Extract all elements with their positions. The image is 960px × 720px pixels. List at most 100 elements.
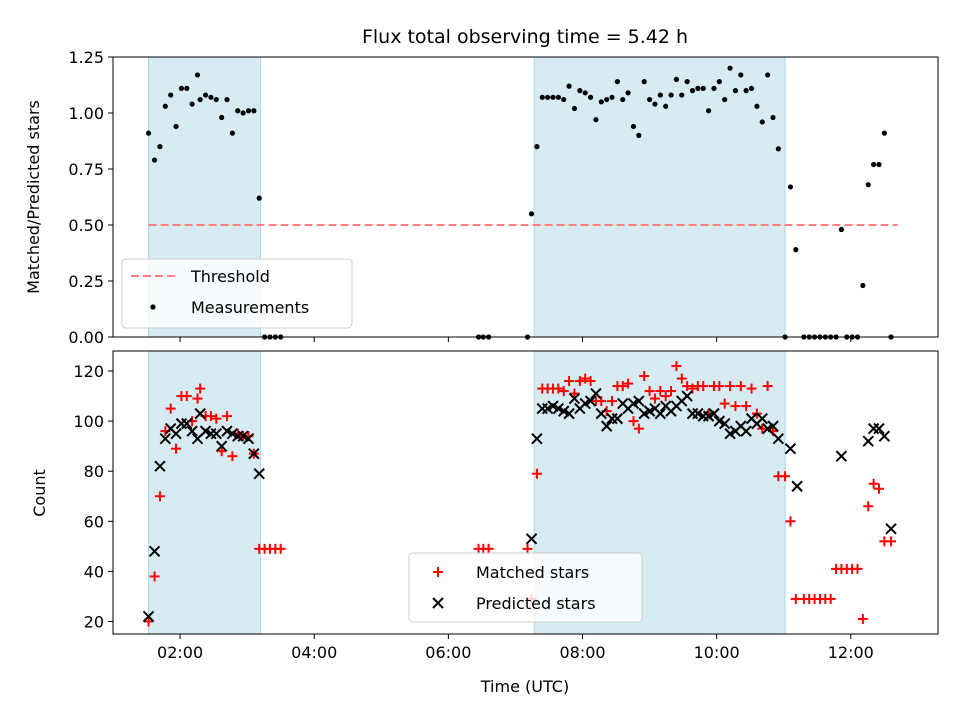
predicted-star-point — [159, 432, 172, 445]
measurement-point — [860, 282, 866, 289]
matched-star-point — [171, 443, 182, 454]
predicted-star-point — [210, 427, 222, 440]
bottom-x-axis-ticks: 02:00 04:00 06:00 08:00 10:00 12:00 — [157, 634, 874, 662]
legend-measurements-swatch — [150, 304, 156, 310]
measurement-point — [256, 195, 262, 201]
predicted-star-point — [170, 427, 182, 440]
legend-threshold-label: Threshold — [190, 267, 270, 286]
predicted-star-point — [194, 407, 206, 420]
measurement-point — [245, 108, 252, 114]
matched-star-point — [165, 403, 176, 414]
measurement-point — [614, 79, 620, 85]
predicted-star-point — [242, 432, 255, 445]
matched-star-point — [682, 381, 693, 392]
measurement-point — [534, 144, 540, 150]
matched-star-point — [617, 381, 628, 392]
predicted-star-point — [568, 392, 581, 405]
measurement-point — [727, 65, 733, 71]
matched-star-point — [676, 373, 687, 384]
bottom-panel: 20 40 60 80 100 120 02:00 04:00 06:00 08:00 10:00… — [30, 350, 939, 696]
matched-star-point — [741, 401, 752, 412]
measurement-point — [711, 85, 717, 91]
bottom-y-axis-ticks: 20 40 60 80 100 120 — [73, 362, 113, 631]
legend-matched-swatch — [433, 567, 443, 577]
measurement-point — [539, 94, 545, 100]
measurement-point — [197, 96, 203, 103]
measurement-point — [219, 114, 225, 121]
bottom-plot-frame — [112, 350, 939, 635]
measurement-point — [208, 94, 214, 100]
predicted-star-point — [756, 412, 768, 425]
predicted-star-point — [531, 432, 543, 445]
measurement-point — [636, 132, 642, 138]
matched-star-point — [671, 361, 682, 372]
predicted-star-point — [253, 468, 265, 480]
matched-star-point — [585, 376, 596, 387]
measurement-point — [593, 117, 599, 123]
matched-star-point — [181, 391, 192, 402]
measurement-point — [716, 79, 722, 85]
measurement-point — [738, 72, 744, 78]
predicted-star-point — [835, 450, 848, 462]
measurement-point — [229, 130, 235, 136]
measurement-point — [240, 110, 246, 116]
measurement-point — [151, 157, 158, 163]
matched-star-point — [757, 423, 768, 434]
bottom-legend-box — [408, 552, 643, 623]
top-y-axis-ticks: 0.00 0.25 0.50 0.75 1.00 1.25 — [68, 48, 113, 347]
measurement-point — [566, 83, 572, 89]
bottom-x-tick-label: 08:00 — [559, 643, 605, 662]
measurement-point — [641, 79, 647, 85]
measurement-point — [213, 96, 219, 103]
top-panel: 0.00 0.25 0.50 0.75 1.00 1.25 Matched/Predict… — [24, 48, 939, 347]
bottom-x-tick-label: 04:00 — [291, 643, 337, 662]
measurement-point — [189, 101, 195, 107]
matched-star-point — [149, 571, 160, 582]
matched-star-point — [143, 616, 154, 627]
bottom-x-tick-label: 06:00 — [425, 643, 471, 662]
predicted-star-point — [525, 533, 538, 545]
measurement-point — [157, 144, 163, 150]
matched-star-point — [735, 381, 746, 392]
measurement-point — [224, 96, 230, 103]
measurement-point — [765, 72, 771, 78]
measurement-point — [732, 88, 739, 94]
measurement-point — [748, 85, 755, 91]
matched-star-point — [785, 516, 796, 527]
matched-star-point — [873, 483, 884, 494]
matched-star-point — [222, 411, 233, 422]
top-y-tick-label: 0.00 — [68, 328, 104, 347]
measurement-point — [545, 94, 551, 100]
matched-star-point — [886, 536, 897, 547]
predicted-star-point — [784, 442, 797, 455]
measurement-point — [652, 101, 658, 107]
measurement-point — [598, 99, 604, 105]
chart-title: Flux total observing time = 5.42 h — [362, 26, 688, 48]
predicted-star-point — [878, 430, 891, 442]
matched-star-point — [216, 446, 227, 457]
measurement-point — [881, 130, 887, 136]
top-y-tick-label: 0.25 — [68, 272, 104, 291]
matched-star-point — [195, 383, 206, 394]
measurement-point — [604, 96, 610, 103]
predicted-star-point — [248, 447, 260, 460]
measurement-point — [178, 85, 185, 91]
predicted-star-point — [595, 407, 607, 420]
matched-star-point — [628, 416, 639, 427]
matched-star-point — [868, 478, 879, 489]
predicted-star-point — [142, 610, 155, 623]
measurement-point — [754, 103, 760, 109]
measurement-point — [668, 92, 674, 98]
top-y-tick-label: 1.00 — [68, 104, 104, 123]
measurement-point — [743, 88, 749, 94]
matched-star-point — [719, 398, 730, 409]
bottom-y-tick-label: 40 — [84, 562, 104, 581]
matched-star-point — [558, 386, 569, 397]
matched-star-point — [623, 378, 634, 389]
matched-star-point — [751, 408, 762, 419]
measurement-point — [609, 94, 615, 100]
measurement-point — [865, 182, 871, 188]
measurement-point — [770, 114, 776, 121]
measurement-point — [571, 105, 578, 112]
matched-star-point — [483, 543, 494, 554]
